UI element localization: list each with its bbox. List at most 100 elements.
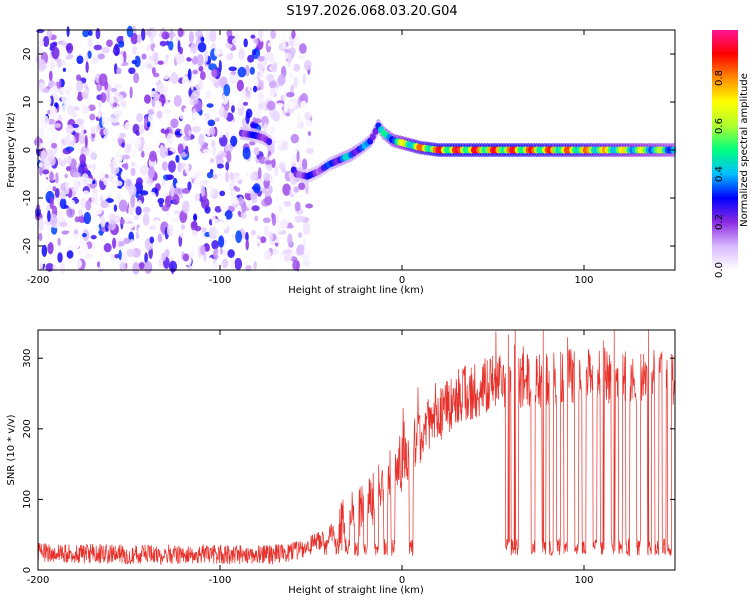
spectrogram-cell <box>201 114 206 128</box>
spectrogram-cell <box>230 259 236 271</box>
spectrogram-cell <box>124 178 133 190</box>
spectrogram-cell <box>118 94 124 103</box>
spectrogram-cell <box>256 63 263 70</box>
spectrogram-cell <box>65 97 71 108</box>
spectrogram-cell <box>87 30 93 37</box>
spectrogram-cell <box>103 127 109 136</box>
spectrogram-cell <box>166 61 173 68</box>
spectrogram-cell <box>252 50 257 56</box>
snr-x-label: Height of straight line (km) <box>288 585 424 596</box>
spectrogram-cell <box>249 168 253 173</box>
spectrogram-cell <box>105 198 114 203</box>
spectrogram-cell <box>177 161 182 173</box>
spectrogram-cell <box>234 257 243 270</box>
spectrogram-cell <box>230 196 239 205</box>
spectrogram-cell <box>179 130 185 135</box>
spectrogram-cell <box>136 113 144 123</box>
spectrogram-cell <box>100 92 107 103</box>
spectrogram-cell <box>218 131 224 138</box>
spectrogram-cell <box>133 215 140 221</box>
spectrogram-cell <box>251 205 260 212</box>
snr-series-line <box>37 329 676 565</box>
spectrogram-cell <box>38 39 44 46</box>
spectrogram-cell <box>302 222 311 235</box>
spectrogram-cell <box>268 155 275 160</box>
spectrogram-cell <box>288 47 296 56</box>
spectrogram-cell <box>40 115 50 128</box>
spectrogram-y-label: Frequency (Hz) <box>6 112 17 188</box>
spectrogram-cell <box>87 38 94 48</box>
spectrogram-cell <box>121 154 131 160</box>
spectrogram-cell <box>264 196 273 206</box>
spectrogram-cell <box>119 132 125 139</box>
spectrogram-cell <box>298 232 303 238</box>
spectrogram-cell <box>57 58 62 68</box>
spectrogram-cell <box>76 91 84 102</box>
spectrogram-cell <box>158 201 164 208</box>
spectrogram-cell <box>136 177 143 186</box>
spectrogram-cell <box>245 108 253 119</box>
spectrogram-cell <box>304 66 309 71</box>
spectrogram-cell <box>116 191 121 204</box>
spectrogram-cell <box>92 180 96 185</box>
spectrogram-cell <box>223 250 227 257</box>
spectrogram-cell <box>223 83 231 97</box>
spectrogram-cell <box>124 143 132 154</box>
spectrogram-cell <box>211 218 221 228</box>
spectrogram-cell <box>112 156 120 168</box>
spectrogram-cell <box>54 172 59 184</box>
spectrogram-cell <box>251 229 257 236</box>
spectrogram-cell <box>92 162 96 171</box>
spectrogram-cell <box>164 101 173 108</box>
spectrogram-cell <box>47 96 52 105</box>
spectrogram-cell <box>258 102 268 110</box>
spectrogram-cell <box>258 29 265 42</box>
spectrogram-cell <box>60 155 65 161</box>
spectrogram-cell <box>99 260 104 270</box>
spectrogram-cell <box>173 95 182 107</box>
snr-frame <box>37 329 676 571</box>
spectrogram-cell <box>298 43 307 54</box>
spectrogram-cell <box>275 194 279 202</box>
spectrogram-cell <box>271 205 280 213</box>
spectrogram-cell <box>200 36 205 43</box>
spectrogram-cell <box>302 259 311 267</box>
spectrogram-cell <box>85 200 92 211</box>
spectrogram-cell <box>198 78 204 90</box>
spectrogram-cell <box>252 183 261 194</box>
spectrogram-cell <box>188 129 192 137</box>
spectrogram-cell <box>90 124 97 135</box>
spectrogram-cell <box>282 38 286 49</box>
spectrogram-cell <box>281 202 285 213</box>
spectrogram-cell <box>256 72 261 77</box>
spectrogram-cell <box>249 66 255 75</box>
spectrogram-cell <box>303 248 312 254</box>
spectrogram-cell <box>179 114 184 120</box>
spectrogram-cell <box>219 117 225 126</box>
spectrogram-cell <box>187 68 192 81</box>
spectrogram-cell <box>237 100 244 109</box>
spectrogram-cell <box>285 116 292 127</box>
spectrogram-cell <box>61 104 68 117</box>
spectrogram-cell <box>81 232 87 238</box>
spectrogram-cell <box>265 51 274 62</box>
spectrogram-cell <box>89 113 96 121</box>
spectrogram-cell <box>230 135 238 147</box>
spectrogram-cell <box>104 173 109 180</box>
spectrogram-cell <box>156 110 163 119</box>
spectrogram-cell <box>67 104 75 116</box>
spectrogram-cell <box>49 213 58 226</box>
spectrogram-cell <box>220 203 229 212</box>
spectrogram-cell <box>272 248 278 255</box>
spectrogram-cell <box>157 233 163 243</box>
colorbar-tick-label: 0.2 <box>714 214 725 230</box>
spectrogram-cell <box>253 260 257 270</box>
spectrogram-cell <box>202 148 212 154</box>
spectrogram-cell <box>159 40 167 47</box>
spectrogram-cell <box>58 156 67 167</box>
spectrogram-cell <box>113 204 118 212</box>
spectrogram-cell <box>65 89 70 94</box>
spectrogram-cell <box>76 55 84 65</box>
spectrogram-cell <box>257 91 265 105</box>
spectrogram-cell <box>81 106 90 115</box>
